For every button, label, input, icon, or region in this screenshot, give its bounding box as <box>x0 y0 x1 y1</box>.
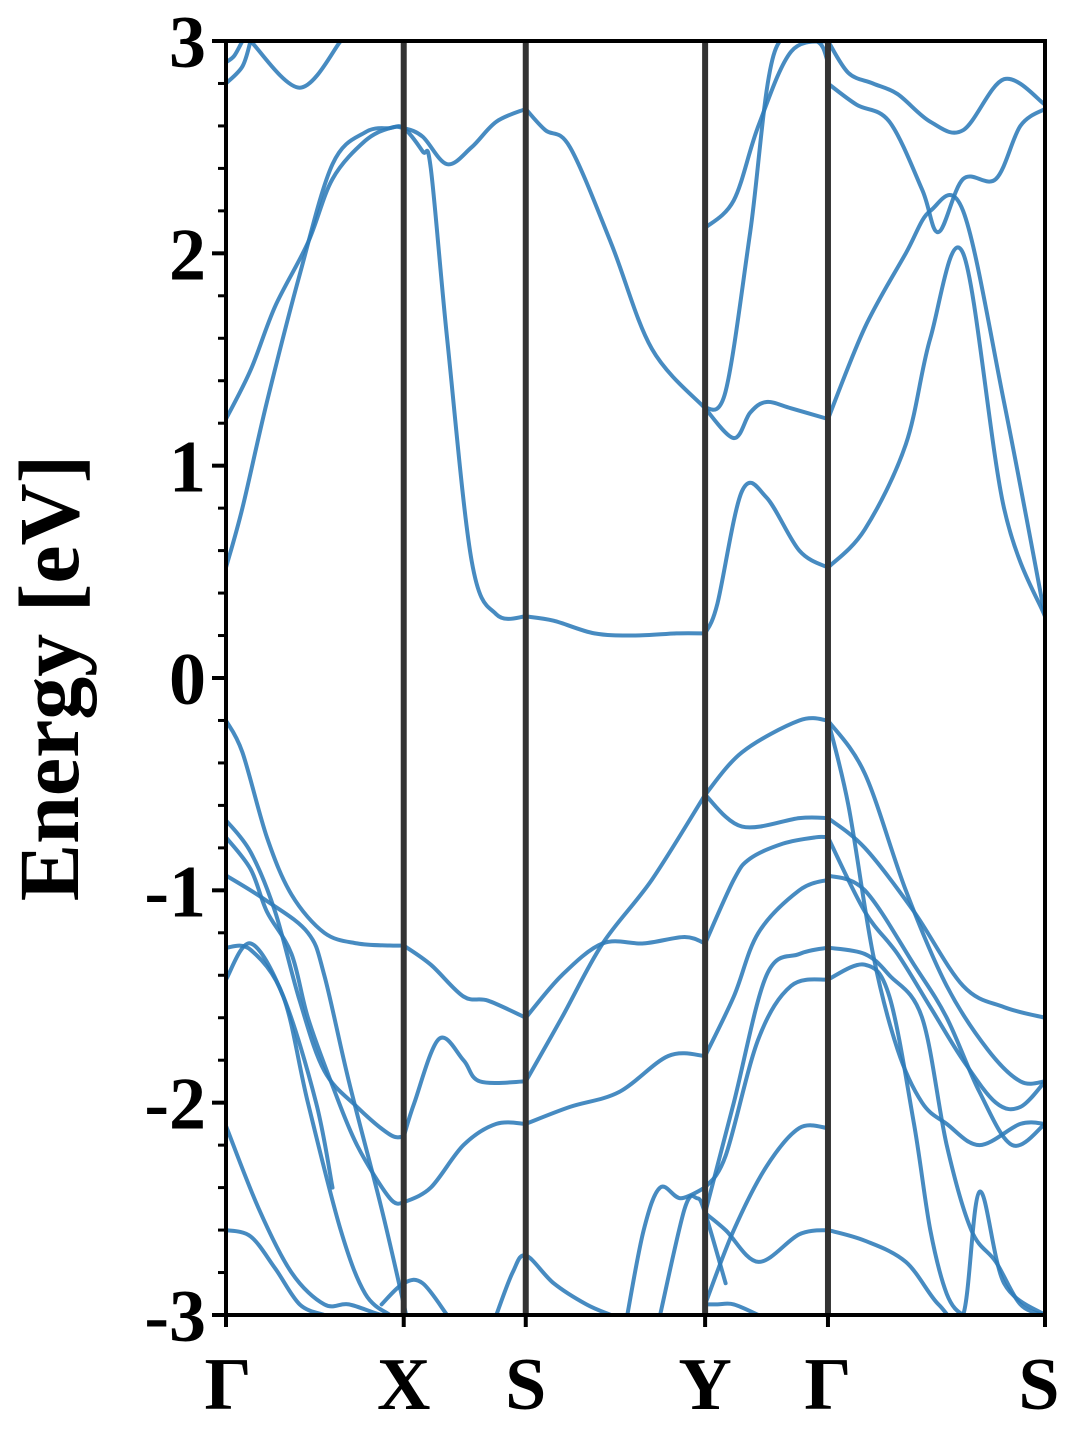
band-line-26 <box>226 873 409 1315</box>
y-tick-label-1: 2 <box>169 214 206 296</box>
band-line-34 <box>658 1193 728 1315</box>
band-line-10 <box>826 81 1045 235</box>
band-line-21 <box>226 818 406 1140</box>
band-line-8 <box>826 245 1045 619</box>
band-line-28 <box>226 941 335 1190</box>
band-line-0 <box>226 106 528 421</box>
band-line-32 <box>494 1253 613 1315</box>
band-line-37 <box>703 877 830 1058</box>
band-line-2 <box>523 614 708 638</box>
band-line-27 <box>226 943 392 1315</box>
y-tick-label-3: 0 <box>169 639 206 721</box>
band-line-11 <box>826 41 1045 135</box>
band-line-44 <box>826 873 1045 1148</box>
band-line-35 <box>703 1301 761 1315</box>
y-axis-title: Energy [eV] <box>1 455 97 902</box>
band-line-4 <box>703 480 830 636</box>
band-line-24 <box>401 1120 528 1205</box>
x-tick-label-1: X <box>377 1344 430 1426</box>
band-line-40 <box>826 816 1045 1020</box>
band-line-9 <box>826 193 1045 619</box>
band-line-20 <box>703 716 830 797</box>
y-tick-label-4: -1 <box>144 851 206 933</box>
band-line-7 <box>703 41 830 412</box>
band-line-31 <box>379 1277 450 1315</box>
x-tick-label-4: Γ <box>804 1344 851 1426</box>
band-line-18 <box>703 792 830 830</box>
band-line-47 <box>703 1123 830 1307</box>
band-line-16 <box>401 943 528 1020</box>
y-tick-label-2: 1 <box>169 427 206 509</box>
band-line-38 <box>703 945 830 1216</box>
high-symmetry-lines <box>400 41 831 1315</box>
band-line-5 <box>703 399 830 441</box>
y-tick-label-5: -2 <box>144 1064 206 1146</box>
band-line-39 <box>703 977 830 1190</box>
band-line-6 <box>703 41 830 230</box>
band-line-3 <box>523 106 708 411</box>
band-line-23 <box>226 835 406 1206</box>
band-lines <box>226 41 1045 1315</box>
band-line-46 <box>826 962 1045 1315</box>
band-line-36 <box>703 834 830 946</box>
x-tick-label-2: S <box>505 1344 546 1426</box>
band-line-41 <box>826 718 1045 1086</box>
y-axis: 3 2 1 0 -1 -2 -3 <box>144 2 226 1358</box>
band-line-49 <box>703 1211 830 1264</box>
band-line-43 <box>826 835 1045 1112</box>
x-tick-label-3: Y <box>678 1344 731 1426</box>
y-tick-label-0: 3 <box>169 2 206 84</box>
band-line-14 <box>248 41 343 90</box>
band-line-22 <box>401 1035 528 1139</box>
band-line-15 <box>226 718 406 948</box>
band-line-12 <box>226 41 245 65</box>
x-tick-label-5: S <box>1018 1344 1059 1426</box>
band-line-48 <box>826 1189 1045 1315</box>
band-line-19 <box>523 792 708 1084</box>
band-line-17 <box>523 935 708 1020</box>
band-line-13 <box>226 41 253 86</box>
band-line-29 <box>226 1124 400 1315</box>
band-line-25 <box>523 1051 708 1126</box>
band-line-1 <box>226 124 528 621</box>
y-tick-label-6: -3 <box>144 1276 206 1358</box>
band-line-33 <box>625 1184 708 1315</box>
band-line-45 <box>826 945 1045 1315</box>
x-tick-label-0: Γ <box>204 1344 251 1426</box>
band-line-30 <box>226 1228 327 1315</box>
